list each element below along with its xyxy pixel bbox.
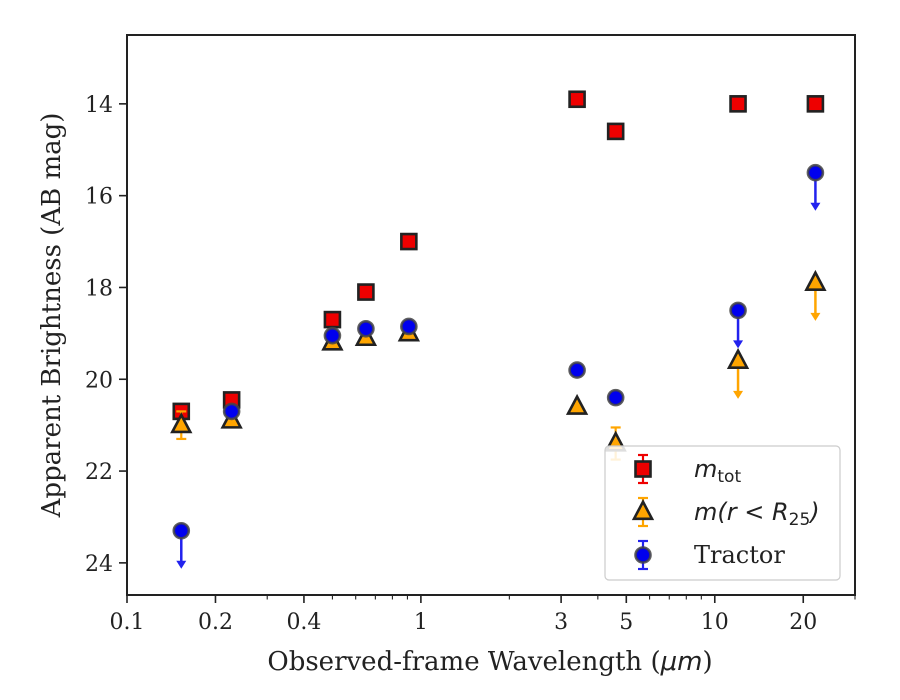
x-axis-label-suffix: ) [702,647,712,677]
x-tick-label: 0.2 [198,610,233,635]
legend-entry: m(r < R25) [631,496,820,530]
legend-box [604,445,841,581]
series-triangle [170,269,827,461]
data-point [726,347,750,370]
data-point [568,90,586,109]
limit-arrow-head [810,312,821,321]
x-tick-label: 10 [701,610,729,635]
legend-label: m(r < R25) [694,498,820,530]
data-point [400,232,418,251]
limit-arrow-head [733,390,744,399]
legend-marker [634,460,652,478]
x-tick-label: 20 [789,610,817,635]
y-tick-label: 18 [85,276,113,301]
limit-arrow-head [733,340,744,349]
limit-arrow-head [176,560,187,569]
legend-label: mtot [694,455,741,487]
legend-label-sub: tot [717,467,741,487]
legend-marker [634,546,652,564]
data-point [357,283,375,301]
legend: mtot m(r < R25) Tractor [604,445,841,581]
data-point [804,269,827,291]
legend-label-main: m [694,455,717,483]
data-point [729,95,747,113]
data-point [568,361,586,379]
series-circle [172,163,825,569]
plot-frame [126,34,856,596]
data-point [323,310,342,329]
y-tick-label: 16 [85,185,113,210]
legend-entry: Tractor [634,539,785,571]
x-axis-label-unit: μm [660,647,703,677]
data-point [400,317,418,336]
x-axis-label: Observed-frame Wavelength (μm) [267,647,712,677]
x-tick-label: 3 [554,610,568,635]
x-tick-label: 0.1 [110,610,145,635]
data-point [806,95,825,113]
data-point [357,319,375,338]
x-tick-label: 0.4 [286,610,321,635]
legend-entry: mtot [634,453,741,487]
data-series [170,90,827,569]
limit-arrow-head [810,202,821,211]
y-tick-label: 24 [85,552,113,577]
legend-label-main: m(r < R [694,498,789,526]
y-tick-label: 14 [85,93,113,118]
data-point [606,122,625,141]
y-tick-label: 20 [85,368,113,393]
legend-label: Tractor [694,541,785,569]
x-axis-label-prefix: Observed-frame Wavelength ( [267,647,660,677]
data-point [172,521,191,540]
x-tick-label: 5 [619,610,633,635]
axis-ticks: 0.1 0.2 0.4 1 3 5 10 20 14 16 18 20 22 24 [85,93,856,635]
data-point [323,326,342,345]
legend-label-main: Tractor [694,541,785,569]
legend-label-suffix: ) [808,498,819,526]
data-point [606,388,625,407]
x-tick-label: 1 [414,610,428,635]
legend-label-sub: 25 [789,510,811,530]
data-point [170,412,193,434]
legend-marker [631,499,655,521]
data-point [806,163,825,182]
series-square [172,90,825,421]
data-point [565,393,589,415]
y-axis-label: Apparent Brightness (AB mag) [37,113,67,519]
y-tick-label: 22 [85,460,113,485]
data-point [729,301,747,320]
data-point [222,402,241,421]
